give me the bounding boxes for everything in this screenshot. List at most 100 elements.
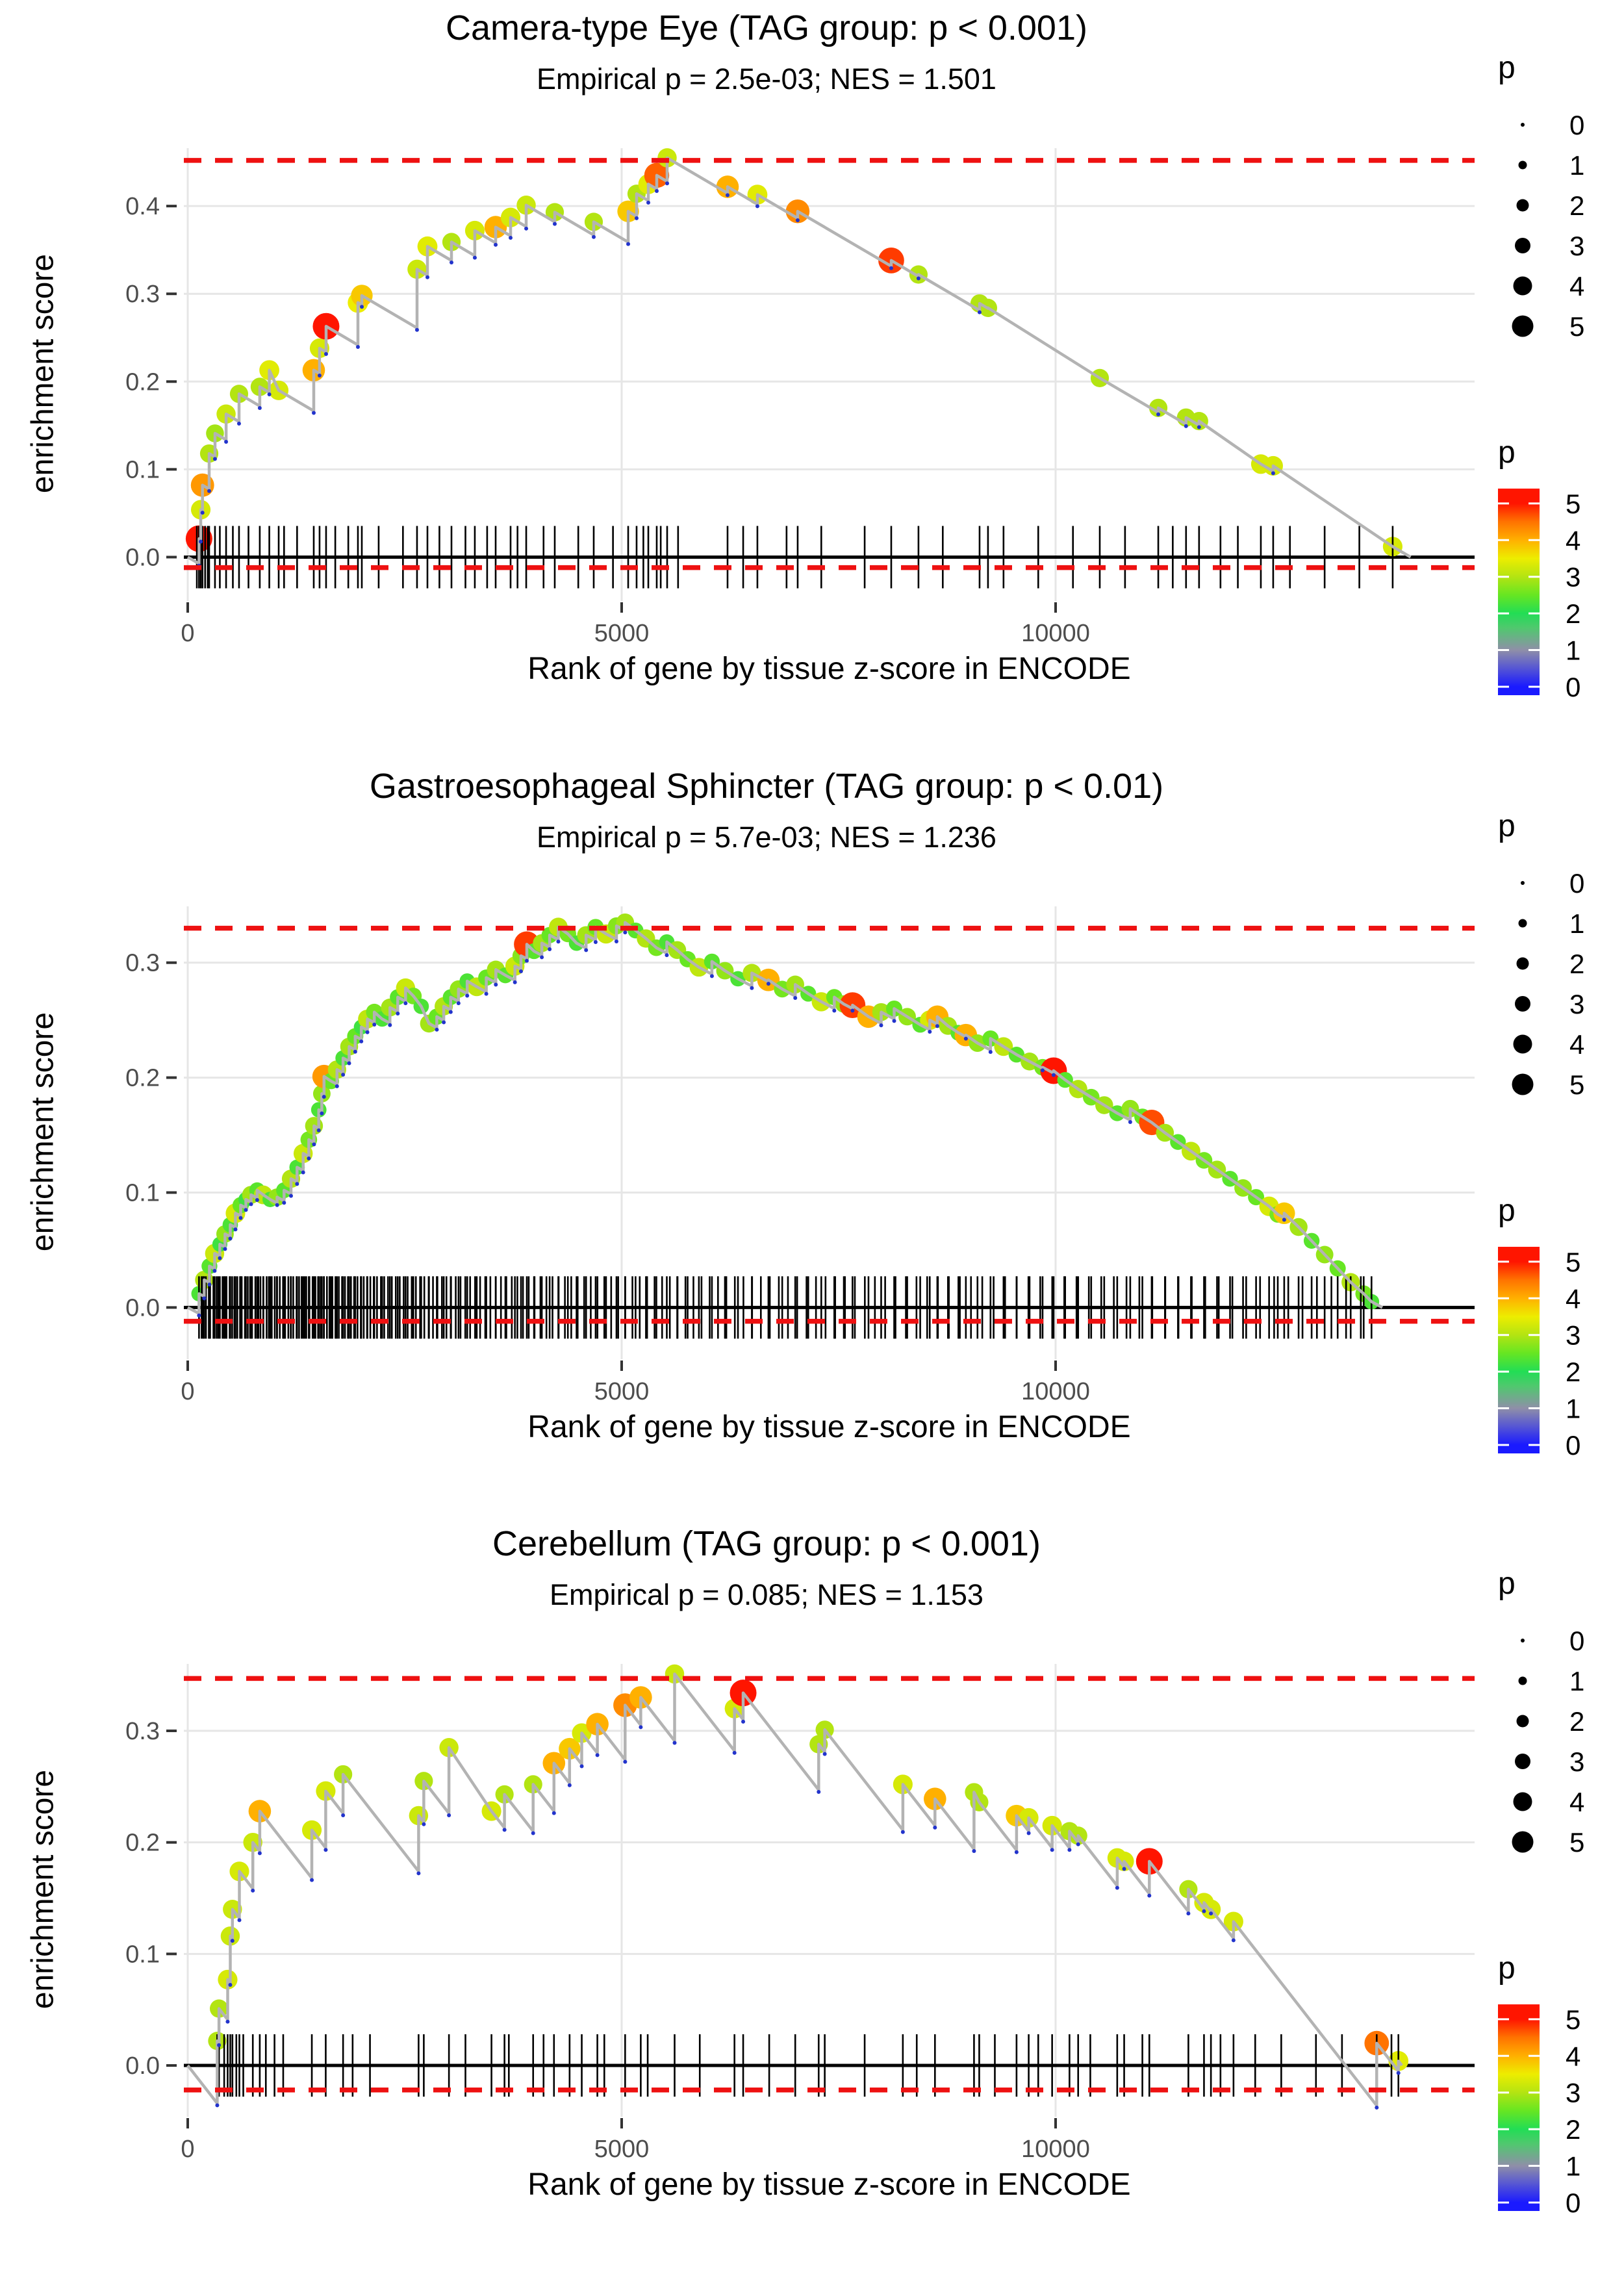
dip-marker-dot <box>540 955 544 960</box>
dip-marker-dot <box>355 344 360 349</box>
dip-marker-dot <box>623 1759 628 1764</box>
color-legend-label: 3 <box>1566 2078 1580 2108</box>
x-axis-title: Rank of gene by tissue z-score in ENCODE <box>527 652 1131 686</box>
size-legend-label: 1 <box>1569 1666 1584 1696</box>
dip-marker-dot <box>879 1023 883 1028</box>
dip-marker-dot <box>1271 471 1275 476</box>
dip-marker-dot <box>817 1789 821 1794</box>
y-tick-label: 0.1 <box>125 1941 160 1968</box>
dip-marker-dot <box>725 193 730 198</box>
size-legend-dot <box>1513 1792 1532 1811</box>
dip-marker-dot <box>639 1725 643 1730</box>
color-legend-label: 5 <box>1566 489 1580 519</box>
y-tick-label: 0.0 <box>125 1294 160 1322</box>
size-legend-dot <box>1515 1754 1530 1769</box>
panel-title: Gastroesophageal Sphincter (TAG group: p… <box>369 767 1164 806</box>
axis-ticks: 0.0 0.1 0.2 0.3 0 5000 10000 <box>125 1718 1090 2163</box>
size-legend-label: 4 <box>1569 1029 1584 1060</box>
gene-dots <box>191 913 1380 1310</box>
color-legend: p 5 4 3 2 1 0 <box>1498 1951 1580 2218</box>
dip-marker-dot <box>282 1201 286 1205</box>
dip-marker-dot <box>233 1227 238 1232</box>
size-legend-label: 3 <box>1569 1746 1584 1777</box>
color-legend-title: p <box>1498 1194 1516 1228</box>
y-tick-label: 0.3 <box>125 281 160 308</box>
size-legend-label: 5 <box>1569 311 1584 342</box>
color-legend: p 5 4 3 2 1 0 <box>1498 435 1580 702</box>
x-tick-label: 10000 <box>1021 1378 1090 1405</box>
dip-marker-dot <box>1050 1848 1054 1852</box>
panel-title: Camera-type Eye (TAG group: p < 0.001) <box>446 8 1087 47</box>
dip-marker-dot <box>228 1236 233 1241</box>
size-legend-dot <box>1515 238 1530 253</box>
panel-plot-svg: 0.0 0.1 0.2 0.3 0 5000 10000 p 0 1 2 3 4 5 p 5 4 3 2 1 0 <box>125 809 1584 1461</box>
color-legend-label: 5 <box>1566 2004 1580 2035</box>
dip-marker-dot <box>365 1030 370 1034</box>
dip-marker-dot <box>494 242 498 247</box>
y-axis-title: enrichment score <box>25 1769 60 2010</box>
dip-marker-dot <box>591 235 596 239</box>
dip-marker-dot <box>360 305 364 309</box>
y-tick-label: 0.0 <box>125 544 160 571</box>
dip-marker-dot <box>251 1888 255 1893</box>
size-legend-dot <box>1521 123 1525 127</box>
size-legend-label: 1 <box>1569 150 1584 181</box>
size-legend-label: 4 <box>1569 1787 1584 1817</box>
y-axis-title: enrichment score <box>25 253 60 494</box>
color-legend-label: 4 <box>1566 1283 1580 1314</box>
dip-marker-dot <box>1186 1911 1191 1916</box>
size-legend-dot <box>1516 1715 1529 1728</box>
dip-marker-dot <box>1156 412 1161 416</box>
size-legend-dot <box>1515 996 1530 1012</box>
axis-ticks: 0.0 0.1 0.2 0.3 0.4 0 5000 10000 <box>125 193 1090 647</box>
dip-marker-dot <box>207 489 211 493</box>
dip-marker-dot <box>295 1182 299 1186</box>
dip-marker-dot <box>307 1156 311 1160</box>
dip-marker-dot <box>316 1128 321 1132</box>
y-tick-label: 0.1 <box>125 1179 160 1207</box>
dip-marker-dot <box>207 1283 212 1287</box>
dip-marker-dot <box>249 1202 253 1207</box>
dip-marker-dot <box>614 939 618 943</box>
dip-marker-dot <box>793 995 798 1000</box>
y-tick-label: 0.1 <box>125 456 160 483</box>
dip-marker-dot <box>494 982 498 987</box>
x-tick-label: 5000 <box>594 1378 650 1405</box>
size-legend-dot <box>1516 199 1529 212</box>
y-axis-title: enrichment score <box>25 1012 60 1252</box>
dip-marker-dot <box>1014 1850 1019 1854</box>
x-tick-label: 10000 <box>1021 2136 1090 2163</box>
dip-marker-dot <box>1040 1068 1045 1073</box>
dip-marker-dot <box>626 242 631 246</box>
dip-marker-dot <box>416 1871 421 1876</box>
dip-marker-dot <box>750 986 754 990</box>
dip-marker-dot <box>524 958 529 963</box>
gene-dots <box>185 148 1402 557</box>
x-tick-label: 10000 <box>1021 620 1090 647</box>
dip-marker-dot <box>324 351 328 356</box>
color-legend-bar <box>1498 489 1540 695</box>
dip-marker-dot <box>257 405 262 410</box>
dip-marker-dot <box>218 1256 222 1260</box>
dip-marker-dot <box>1396 2071 1401 2075</box>
enrichment-score-curve <box>186 1672 1403 2108</box>
dip-marker-dot <box>795 218 800 222</box>
dip-marker-dot <box>832 1008 837 1013</box>
dip-marker-dot <box>202 1296 207 1301</box>
dip-marker-dot <box>1026 1831 1031 1835</box>
dip-marker-dot <box>341 1813 346 1818</box>
dip-marker-dot <box>519 969 524 973</box>
dip-marker-dot <box>552 222 557 226</box>
size-legend-label: 3 <box>1569 231 1584 261</box>
dip-marker-dot <box>224 440 229 444</box>
dip-marker-dot <box>236 421 241 426</box>
dip-marker-dot <box>215 2103 220 2108</box>
size-legend-dot <box>1512 315 1534 337</box>
dip-marker-dot <box>1209 1911 1213 1916</box>
gene-rug <box>198 1276 1373 1339</box>
dip-marker-dot <box>212 457 217 461</box>
panel-plot-svg: 0.0 0.1 0.2 0.3 0.4 0 5000 10000 p 0 1 2 3 4 5 p 5 4 3 2 1 0 <box>125 51 1584 702</box>
dip-marker-dot <box>238 1216 243 1220</box>
dip-marker-dot <box>1128 1120 1132 1125</box>
